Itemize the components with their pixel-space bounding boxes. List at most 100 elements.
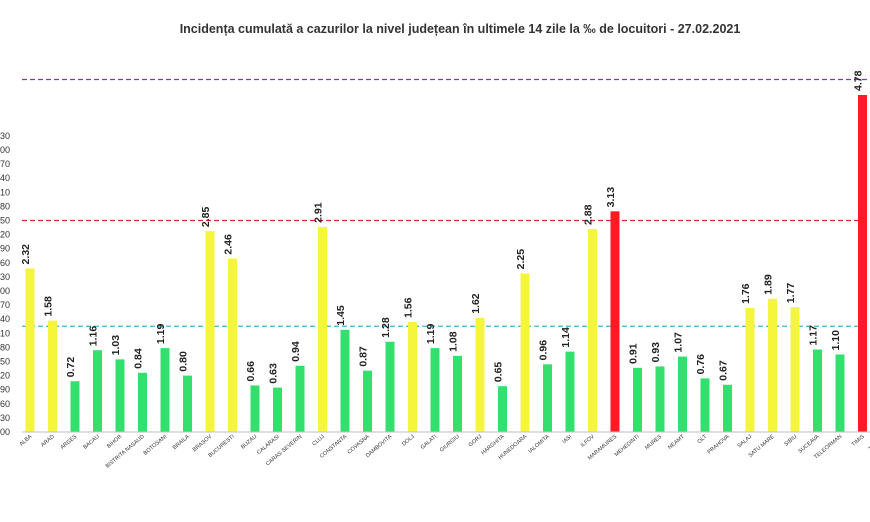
bar-constanta: [340, 329, 350, 432]
bar-suceava: [813, 349, 822, 432]
data-label: 1.56: [403, 297, 415, 318]
y-tick-label: 1.80: [0, 342, 10, 352]
bar-olt: [700, 378, 710, 432]
x-tick-label: MURES: [644, 434, 663, 452]
x-tick-label: GALATI: [420, 434, 439, 451]
data-label: 0.94: [290, 341, 302, 362]
x-tick-label: SALAJ: [737, 434, 754, 450]
data-label: 0.93: [650, 342, 662, 363]
threshold-lines: [22, 78, 870, 327]
y-tick-label: 2.10: [0, 328, 10, 338]
bar-gorj: [475, 317, 485, 432]
x-tick-label: GORJ: [468, 434, 484, 449]
y-tick-label: 5.10: [0, 187, 10, 197]
bar-mehedinti: [633, 367, 642, 432]
x-tick-label: DOLJ: [401, 434, 416, 448]
y-tick-label: 5.70: [0, 159, 10, 169]
x-tick-label: GIURGIU: [439, 434, 461, 454]
bar-bistrita-nasaud: [138, 372, 147, 432]
data-label: 1.16: [88, 326, 100, 347]
x-tick-label: BIHOR: [106, 434, 123, 450]
bar-giurgiu: [453, 355, 462, 432]
x-tick-label: ARAD: [40, 434, 56, 448]
y-tick-label: 3.00: [0, 286, 10, 296]
bar-iasi: [565, 351, 575, 432]
data-label: 1.03: [110, 335, 122, 356]
x-tick-label: BRASOV: [192, 434, 214, 454]
bar-teleorman: [835, 354, 845, 432]
y-tick-label: 2.70: [0, 300, 10, 310]
bar-arges: [70, 381, 80, 432]
bar-hunedoara: [520, 273, 530, 432]
bar-maramures: [610, 211, 620, 432]
y-tick-label: 2.40: [0, 314, 10, 324]
data-label: 0.80: [178, 351, 190, 372]
data-label: 2.85: [200, 206, 212, 227]
data-label: 4.78: [853, 70, 865, 91]
bar-alba: [25, 268, 35, 432]
bar-ilfov: [588, 228, 597, 432]
y-tick-label: 4.80: [0, 201, 10, 211]
x-tick-label: OLT: [697, 434, 709, 446]
x-tick-label: IALOMITA: [528, 434, 551, 455]
data-label: 0.76: [695, 354, 707, 375]
bar-satu-mare: [768, 298, 777, 432]
x-tick-label: BOTOSANI: [143, 434, 169, 457]
data-label: 3.13: [605, 187, 617, 208]
data-labels: 2.32 1.58 0.72 1.16 1.03 0.84 1.19 0.80 2.85 2.46…: [20, 70, 865, 384]
x-tick-label: IASI: [561, 434, 573, 446]
bar-braila: [183, 375, 192, 432]
bar-ialomita: [543, 364, 552, 432]
y-tick-label: 4.20: [0, 230, 10, 240]
data-label: 0.91: [628, 343, 640, 364]
data-label: 0.65: [493, 362, 505, 383]
bar-mures: [655, 366, 665, 432]
bar-cluj: [318, 226, 327, 432]
x-tick-label: NEAMT: [667, 434, 686, 451]
bar-calarasi: [273, 387, 282, 432]
x-tick-label: ILFOV: [580, 434, 596, 449]
y-tick-label: 0.60: [0, 399, 10, 409]
data-label: 0.67: [718, 360, 730, 381]
y-tick-label: 3.30: [0, 272, 10, 282]
y-tick-label: 6.00: [0, 145, 10, 155]
bar-bucuresti: [228, 258, 237, 432]
bar-dolj: [408, 322, 417, 432]
data-label: 1.77: [785, 283, 797, 304]
bar-harghita: [498, 386, 507, 432]
x-tick-label: TIMIS: [851, 434, 866, 448]
bar-bacau: [93, 350, 102, 432]
bar-caras-severin: [295, 365, 305, 432]
data-label: 0.84: [133, 348, 145, 369]
data-label: 1.62: [470, 293, 482, 314]
data-label: 2.46: [223, 234, 235, 255]
y-tick-label: 1.20: [0, 371, 10, 381]
data-label: 1.19: [155, 324, 167, 345]
data-label: 2.25: [515, 249, 527, 270]
y-axis-ticks: 0.00 0.30 0.60 0.90 1.20 1.50 1.80 2.10 2.40 2.70…: [0, 131, 10, 437]
data-label: 1.76: [740, 283, 752, 304]
x-tick-label: MEHEDINTI: [614, 434, 641, 458]
data-label: 1.10: [830, 330, 842, 351]
data-label: 1.58: [43, 296, 55, 317]
data-label: 1.17: [808, 325, 820, 346]
bar-covasna: [363, 370, 372, 432]
data-label: 0.63: [268, 363, 280, 384]
x-tick-label: BACAU: [82, 434, 100, 451]
bar-dambovita: [385, 341, 395, 432]
y-tick-label: 0.00: [0, 427, 10, 437]
y-tick-label: 5.40: [0, 173, 10, 183]
data-label: 1.89: [763, 274, 775, 295]
x-tick-label: BISTRITA NASAUD: [105, 434, 146, 470]
data-label: 1.08: [448, 331, 460, 352]
x-tick-label: PRAHOVA: [707, 434, 731, 456]
y-tick-label: 3.90: [0, 244, 10, 254]
y-tick-label: 4.50: [0, 216, 10, 226]
bar-botosani: [160, 348, 170, 432]
x-tick-label: CLUJ: [311, 434, 326, 448]
bar-bihor: [115, 359, 125, 432]
x-tick-label: SIBIU: [783, 434, 798, 448]
x-tick-label: ALBA: [19, 434, 34, 448]
data-label: 1.14: [560, 327, 572, 348]
